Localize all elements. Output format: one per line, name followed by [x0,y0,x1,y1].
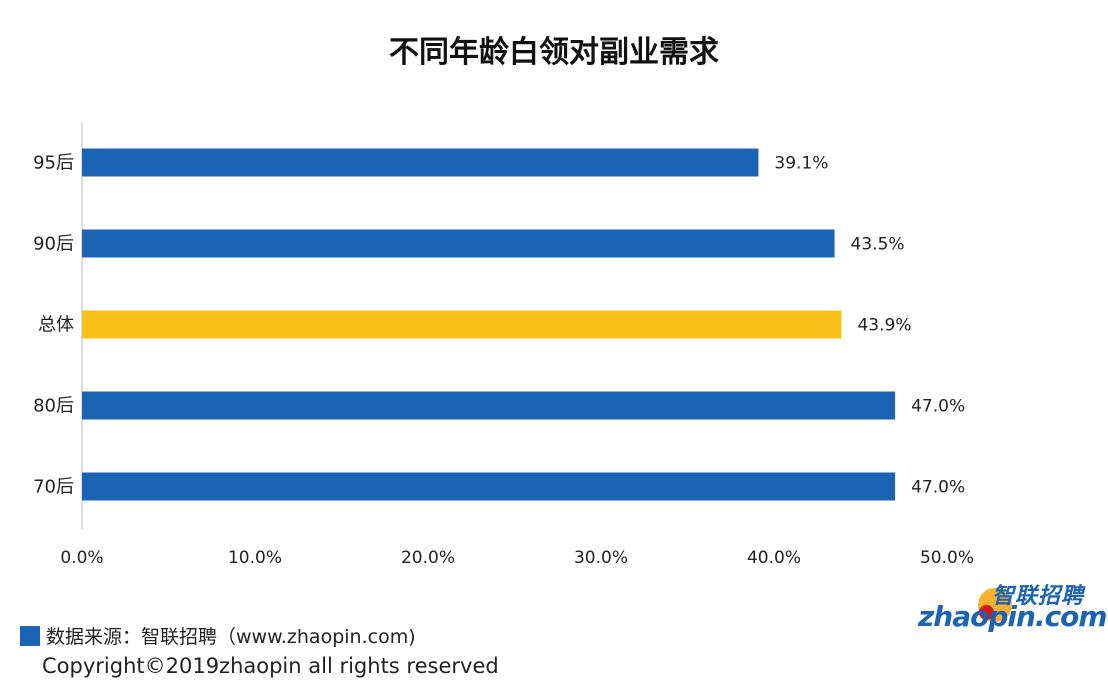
x-tick-label: 40.0% [747,548,801,568]
x-tick-label: 20.0% [401,548,455,568]
category-label: 95后 [33,153,74,174]
value-label: 47.0% [911,397,965,417]
bar-2 [82,310,842,339]
category-label: 80后 [33,396,74,417]
bar-0 [82,148,759,177]
data-source: 数据来源：智联招聘（www.zhaopin.com) [20,622,416,649]
category-label: 70后 [33,477,74,498]
value-label: 43.9% [857,316,911,336]
bar-1 [82,229,835,258]
copyright-text: Copyright©2019zhaopin all rights reserve… [42,654,499,678]
x-tick-label: 0.0% [60,548,103,568]
x-tick-label: 10.0% [228,548,282,568]
bar-3 [82,391,896,420]
logo-red-dot-icon [979,605,994,620]
zhaopin-logo: 智联招聘 zhaopin.com [918,578,1108,634]
logo-chinese-text: 智联招聘 [991,584,1084,609]
x-axis-ticks: 0.0% 10.0% 20.0% 30.0% 40.0% 50.0% [60,548,974,568]
x-tick-label: 50.0% [920,548,974,568]
legend-square-icon [20,625,40,646]
category-label: 总体 [38,315,74,336]
bars-group: 95后 39.1% 90后 43.5% 总体 43.9% 80后 47.0% 70后 47.0% [33,148,965,501]
bar-4 [82,472,896,501]
chart-title: 不同年龄白领对副业需求 [389,35,719,70]
value-label: 47.0% [911,478,965,498]
value-label: 43.5% [851,235,905,255]
logo-english-text: zhaopin.com [918,600,1108,633]
category-label: 90后 [33,234,74,255]
value-label: 39.1% [774,154,828,174]
data-source-text: 数据来源：智联招聘（www.zhaopin.com) [46,626,416,648]
x-tick-label: 30.0% [574,548,628,568]
